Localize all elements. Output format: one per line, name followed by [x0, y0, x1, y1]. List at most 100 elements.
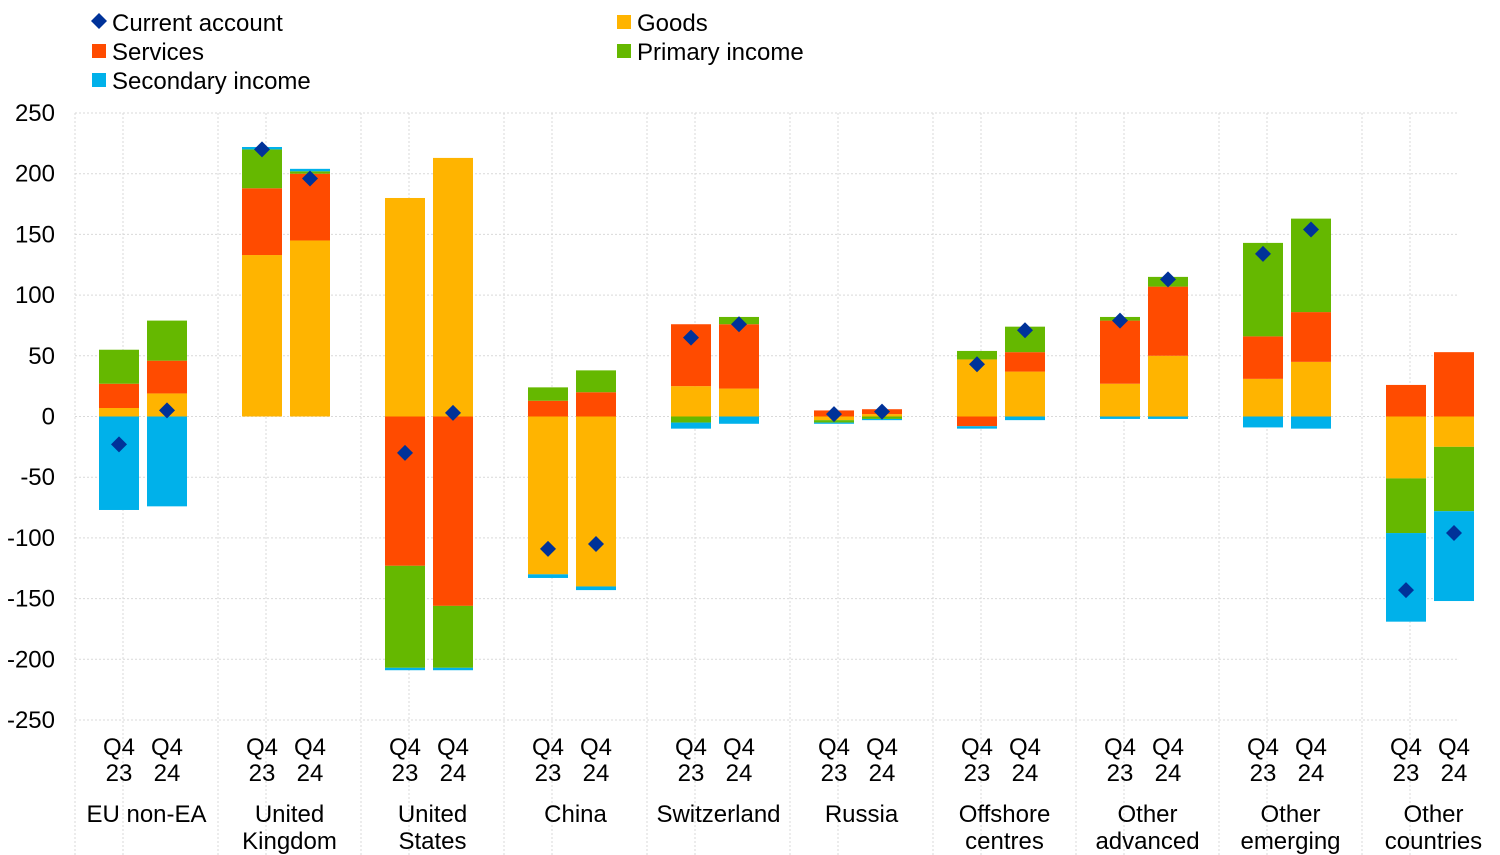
period-label: Q4 — [1009, 734, 1041, 761]
legend-label: Services — [112, 39, 204, 66]
current-account-marker — [826, 406, 842, 423]
bar-primary-income — [957, 350, 997, 360]
bar-goods — [576, 416, 616, 587]
category-label: United — [255, 801, 324, 828]
bar-secondary-income — [1291, 416, 1331, 429]
legend-swatch-icon — [617, 44, 631, 58]
period-label: Q4 — [246, 734, 278, 761]
bar-goods — [242, 255, 282, 417]
category-label: Other — [1260, 801, 1320, 828]
bar-goods — [290, 240, 330, 417]
period-label: Q4 — [389, 734, 421, 761]
y-tick-label: 100 — [15, 282, 55, 309]
bars — [99, 146, 1474, 671]
bar-goods — [1386, 416, 1426, 479]
period-label: Q4 — [1390, 734, 1422, 761]
period-label: 23 — [106, 760, 133, 787]
period-label: 24 — [726, 760, 753, 787]
y-tick-label: -100 — [7, 525, 55, 552]
period-label: 24 — [869, 760, 896, 787]
period-label: Q4 — [675, 734, 707, 761]
legend-diamond-icon — [91, 13, 107, 29]
bar-secondary-income — [433, 667, 473, 671]
bar-primary-income — [576, 370, 616, 393]
bar-services — [242, 188, 282, 256]
y-tick-label: 200 — [15, 161, 55, 188]
bar-secondary-income — [1148, 416, 1188, 419]
current-account-marker — [731, 316, 747, 333]
bar-goods — [1005, 371, 1045, 417]
period-label: 24 — [583, 760, 610, 787]
period-label: Q4 — [1247, 734, 1279, 761]
period-label: 24 — [1012, 760, 1039, 787]
current-account-marker — [302, 170, 318, 187]
bar-primary-income — [99, 349, 139, 384]
legend-swatch-icon — [92, 73, 106, 87]
category-label: Switzerland — [656, 801, 780, 828]
period-label: Q4 — [866, 734, 898, 761]
period-label: Q4 — [580, 734, 612, 761]
y-tick-label: -50 — [20, 464, 55, 491]
category-label: Russia — [825, 801, 899, 828]
period-label: 24 — [1155, 760, 1182, 787]
bar-services — [1291, 312, 1331, 362]
current-account-marker — [1112, 312, 1128, 329]
bar-primary-income — [433, 605, 473, 668]
period-label: 24 — [1441, 760, 1468, 787]
bar-secondary-income — [1434, 511, 1474, 602]
current-account-marker — [588, 535, 604, 552]
period-label: Q4 — [961, 734, 993, 761]
bar-services — [576, 392, 616, 417]
legend-swatch-icon — [617, 15, 631, 29]
period-label: 23 — [678, 760, 705, 787]
period-label: Q4 — [151, 734, 183, 761]
y-tick-label: -200 — [7, 646, 55, 673]
category-label: countries — [1385, 828, 1482, 855]
bar-services — [385, 416, 425, 566]
bar-secondary-income — [957, 426, 997, 429]
bar-secondary-income — [576, 586, 616, 591]
period-label: 23 — [392, 760, 419, 787]
y-tick-label: 150 — [15, 221, 55, 248]
category-label: Other — [1403, 801, 1463, 828]
period-label: Q4 — [1104, 734, 1136, 761]
current-account-marker — [683, 329, 699, 346]
category-label: States — [398, 828, 466, 855]
legend-label: Primary income — [637, 39, 804, 66]
y-tick-label: -250 — [7, 707, 55, 734]
period-label: Q4 — [103, 734, 135, 761]
current-account-marker — [159, 402, 175, 419]
period-label: Q4 — [1295, 734, 1327, 761]
current-account-marker — [1017, 322, 1033, 339]
bar-secondary-income — [1100, 416, 1140, 419]
period-label: 23 — [535, 760, 562, 787]
current-account-marker — [111, 436, 127, 453]
y-tick-label: 50 — [28, 343, 55, 370]
bar-services — [719, 324, 759, 389]
bar-secondary-income — [1243, 416, 1283, 428]
bar-goods — [99, 408, 139, 417]
bar-primary-income — [1434, 446, 1474, 512]
bar-services — [1386, 384, 1426, 417]
period-label: 23 — [249, 760, 276, 787]
bar-goods — [1100, 383, 1140, 417]
period-label: 24 — [154, 760, 181, 787]
bar-primary-income — [385, 565, 425, 668]
bar-goods — [1434, 416, 1474, 447]
period-label: 23 — [1107, 760, 1134, 787]
period-label: 23 — [1250, 760, 1277, 787]
period-label: Q4 — [1438, 734, 1470, 761]
period-label: Q4 — [437, 734, 469, 761]
legend-label: Goods — [637, 10, 708, 37]
period-label: 23 — [964, 760, 991, 787]
category-label: EU non-EA — [86, 801, 206, 828]
bar-secondary-income — [528, 574, 568, 578]
y-axis: 250 200 150 100 50 0 -50 -100 -150 -200 -250 — [7, 100, 55, 734]
bar-goods — [719, 388, 759, 417]
bar-services — [957, 416, 997, 427]
bar-goods — [671, 386, 711, 417]
current-account-marker — [540, 540, 556, 557]
period-label: 23 — [821, 760, 848, 787]
